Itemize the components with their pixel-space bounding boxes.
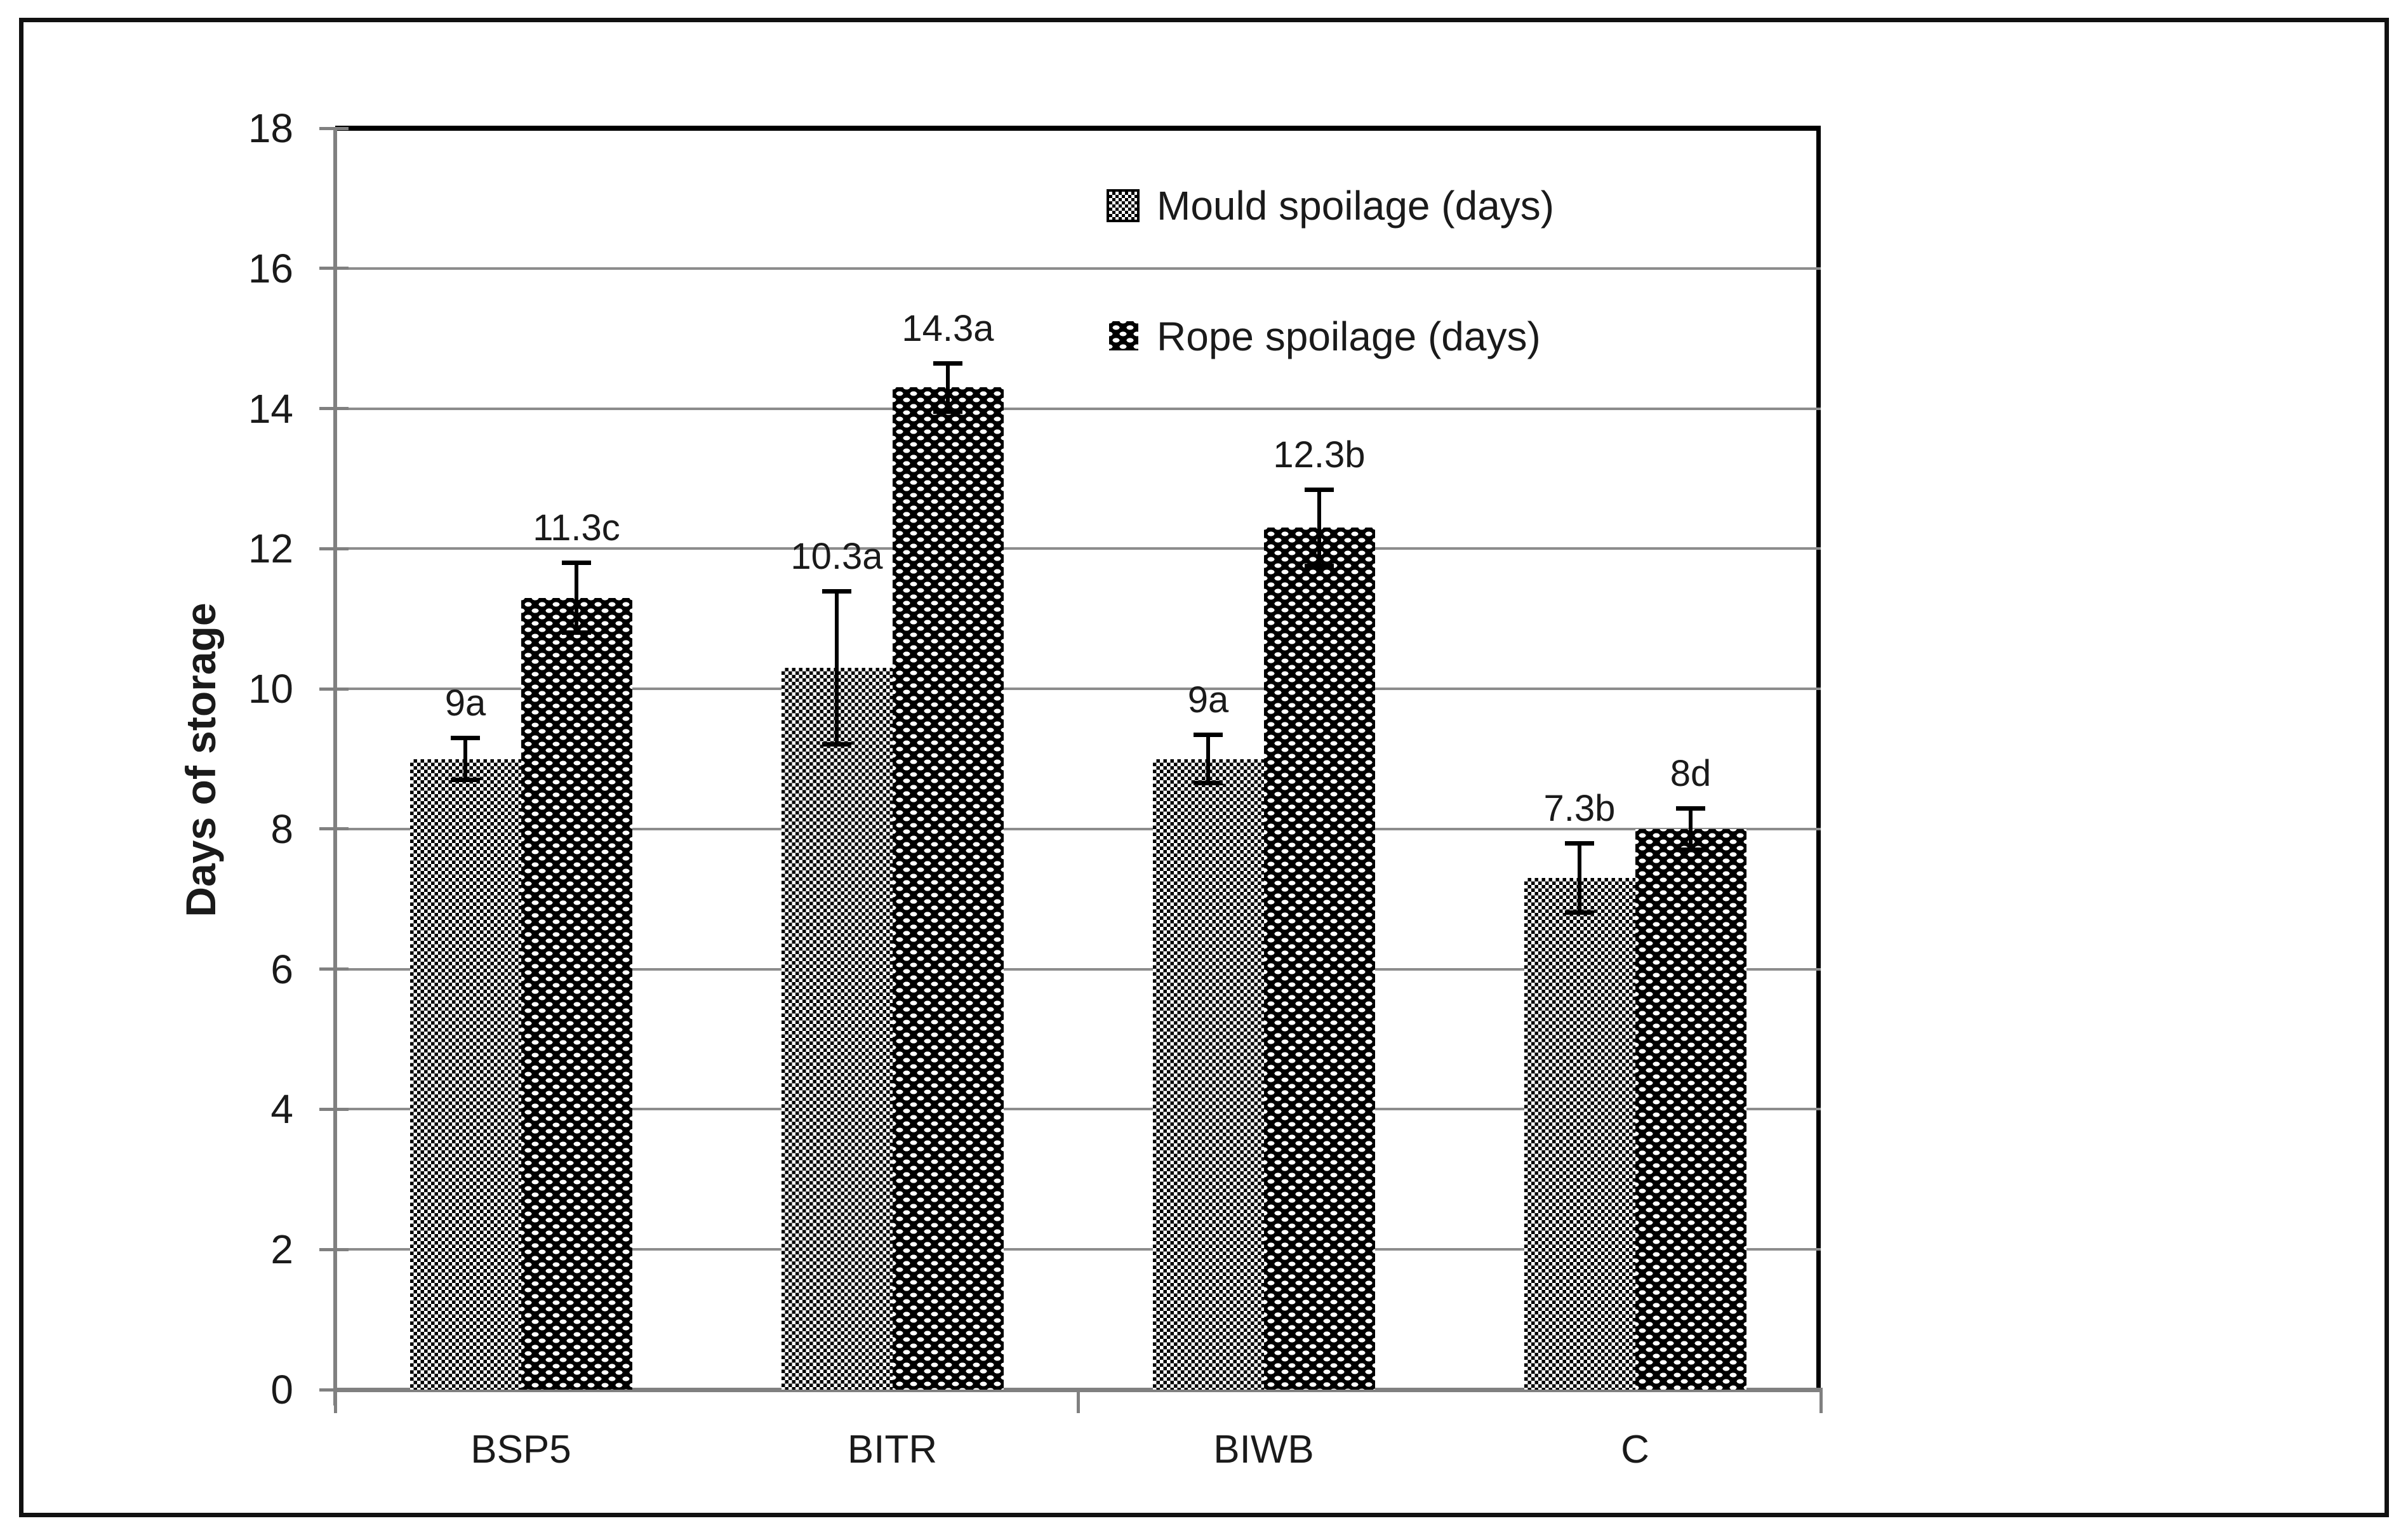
data-label-rope-BSP5: 11.3c bbox=[533, 507, 620, 549]
y-tick-mark-6 bbox=[319, 967, 349, 971]
data-label-mould-BITR: 10.3a bbox=[790, 535, 883, 577]
legend-label-rope: Rope spoilage (days) bbox=[1157, 314, 1541, 359]
error-cap-top-mould-BIWB bbox=[1194, 732, 1223, 737]
y-tick-label-14: 14 bbox=[248, 385, 293, 432]
error-bar-rope-BITR bbox=[946, 362, 950, 413]
y-tick-mark-8 bbox=[319, 827, 349, 831]
y-tick-mark-2 bbox=[319, 1247, 349, 1251]
x-tick-mark-1 bbox=[1076, 1392, 1080, 1413]
y-tick-label-6: 6 bbox=[270, 946, 293, 992]
y-tick-mark-18 bbox=[319, 126, 349, 130]
gridline-y-12 bbox=[335, 547, 1821, 550]
bar-mould-BSP5 bbox=[409, 759, 521, 1390]
x-tick-mark-2 bbox=[1819, 1392, 1823, 1413]
y-tick-mark-10 bbox=[319, 687, 349, 691]
x-category-label-BIWB: BIWB bbox=[1213, 1428, 1314, 1472]
error-bar-mould-BIWB bbox=[1206, 734, 1210, 784]
gridline-y-2 bbox=[335, 1248, 1821, 1251]
gridline-y-16 bbox=[335, 267, 1821, 270]
data-label-rope-BIWB: 12.3b bbox=[1273, 434, 1366, 475]
data-label-rope-BITR: 14.3a bbox=[901, 307, 994, 349]
y-tick-label-0: 0 bbox=[270, 1367, 293, 1412]
error-cap-bottom-mould-BSP5 bbox=[451, 777, 480, 782]
error-cap-top-mould-BITR bbox=[822, 588, 851, 594]
error-cap-bottom-rope-BITR bbox=[933, 409, 962, 415]
data-label-mould-BIWB: 9a bbox=[1187, 679, 1229, 721]
y-tick-mark-12 bbox=[319, 547, 349, 550]
error-bar-rope-C bbox=[1689, 807, 1693, 850]
error-cap-bottom-rope-C bbox=[1676, 847, 1705, 852]
legend-label-mould: Mould spoilage (days) bbox=[1157, 183, 1555, 229]
plot-area: 0 2 4 6 8 10 12 14 16 18 BSP5 BITR BIWB C 9a 10.3a 9a 7.3… bbox=[248, 105, 1823, 1472]
x-tick-mark-0 bbox=[333, 1392, 337, 1413]
data-label-mould-BSP5: 9a bbox=[444, 682, 486, 724]
bar-rope-BSP5 bbox=[521, 597, 632, 1390]
gridline-y-10 bbox=[335, 688, 1821, 691]
error-cap-bottom-rope-BSP5 bbox=[562, 630, 591, 635]
mould-pattern-swatch-icon bbox=[1107, 189, 1140, 222]
y-tick-mark-14 bbox=[319, 407, 349, 411]
y-tick-label-4: 4 bbox=[270, 1086, 293, 1133]
error-bar-rope-BIWB bbox=[1317, 489, 1321, 566]
error-bar-mould-BITR bbox=[835, 590, 839, 745]
plot-right-border bbox=[1816, 128, 1821, 1392]
error-cap-bottom-rope-BIWB bbox=[1305, 563, 1334, 568]
y-tick-mark-16 bbox=[319, 267, 349, 270]
bar-mould-C bbox=[1524, 878, 1635, 1390]
data-label-rope-C: 8d bbox=[1670, 752, 1712, 794]
x-category-label-BSP5: BSP5 bbox=[470, 1428, 571, 1472]
bar-mould-BIWB bbox=[1152, 759, 1264, 1390]
y-tick-label-8: 8 bbox=[270, 806, 293, 852]
error-cap-top-mould-BSP5 bbox=[451, 736, 480, 741]
y-axis-line bbox=[333, 128, 337, 1405]
error-cap-top-rope-BSP5 bbox=[562, 561, 591, 566]
gridline-y-8 bbox=[335, 827, 1821, 830]
error-bar-rope-BSP5 bbox=[575, 562, 578, 633]
gridline-y-4 bbox=[335, 1108, 1821, 1111]
error-cap-top-rope-C bbox=[1676, 806, 1705, 811]
error-cap-bottom-mould-BITR bbox=[822, 742, 851, 747]
data-label-mould-C: 7.3b bbox=[1543, 787, 1616, 829]
gridline-y-14 bbox=[335, 407, 1821, 410]
bar-mould-BITR bbox=[781, 667, 893, 1390]
error-cap-top-rope-BIWB bbox=[1305, 487, 1334, 492]
x-category-label-C: C bbox=[1621, 1428, 1649, 1472]
y-tick-label-2: 2 bbox=[270, 1226, 293, 1273]
error-cap-top-mould-C bbox=[1565, 841, 1594, 846]
error-bar-mould-BSP5 bbox=[463, 738, 467, 780]
y-tick-mark-0 bbox=[319, 1388, 349, 1392]
error-cap-bottom-mould-C bbox=[1565, 910, 1594, 915]
error-cap-bottom-mould-BIWB bbox=[1194, 781, 1223, 786]
bar-rope-BITR bbox=[892, 387, 1004, 1390]
bar-rope-C bbox=[1635, 828, 1746, 1390]
error-cap-top-rope-BITR bbox=[933, 361, 962, 366]
bar-rope-BIWB bbox=[1263, 528, 1375, 1390]
plot-top-border bbox=[335, 126, 1821, 131]
y-tick-label-12: 12 bbox=[248, 526, 293, 572]
error-bar-mould-C bbox=[1578, 842, 1581, 914]
rope-pattern-swatch-icon bbox=[1109, 321, 1138, 350]
y-tick-label-18: 18 bbox=[248, 105, 293, 151]
x-category-label-BITR: BITR bbox=[847, 1428, 938, 1472]
x-axis-line bbox=[333, 1388, 1823, 1392]
y-tick-label-16: 16 bbox=[248, 245, 293, 291]
y-tick-label-10: 10 bbox=[248, 666, 293, 712]
y-tick-mark-4 bbox=[319, 1107, 349, 1111]
gridline-y-6 bbox=[335, 967, 1821, 971]
